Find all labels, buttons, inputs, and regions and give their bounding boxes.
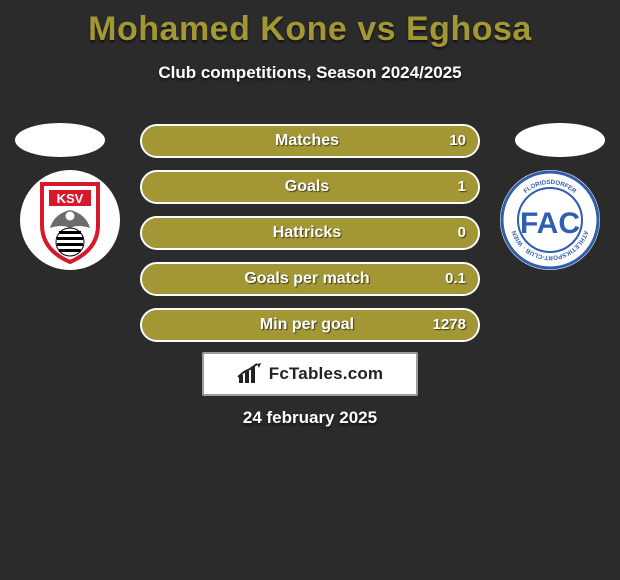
- page-title: Mohamed Kone vs Eghosa: [0, 0, 620, 49]
- page-root: Mohamed Kone vs Eghosa Club competitions…: [0, 0, 620, 580]
- stat-row-matches: Matches 10: [0, 118, 620, 164]
- stat-bar: Goals per match 0.1: [140, 262, 480, 296]
- stat-bar: Matches 10: [140, 124, 480, 158]
- stat-label: Min per goal: [142, 310, 478, 340]
- stat-right-value: 10: [449, 126, 466, 156]
- bar-chart-icon: [237, 363, 263, 385]
- page-subtitle: Club competitions, Season 2024/2025: [0, 63, 620, 83]
- date-label: 24 february 2025: [0, 408, 620, 428]
- stat-label: Goals per match: [142, 264, 478, 294]
- stat-right-value: 1: [458, 172, 466, 202]
- stat-row-mpg: Min per goal 1278: [0, 302, 620, 348]
- stat-right-value: 0: [458, 218, 466, 248]
- brand-box[interactable]: FcTables.com: [202, 352, 418, 396]
- stat-right-value: 0.1: [445, 264, 466, 294]
- stats-block: Matches 10 Goals 1 Hattricks 0 Goals per…: [0, 118, 620, 348]
- stat-row-hattricks: Hattricks 0: [0, 210, 620, 256]
- stat-row-gpm: Goals per match 0.1: [0, 256, 620, 302]
- stat-bar: Hattricks 0: [140, 216, 480, 250]
- stat-right-value: 1278: [433, 310, 466, 340]
- stat-bar: Goals 1: [140, 170, 480, 204]
- stat-row-goals: Goals 1: [0, 164, 620, 210]
- stat-label: Goals: [142, 172, 478, 202]
- stat-bar: Min per goal 1278: [140, 308, 480, 342]
- stat-label: Matches: [142, 126, 478, 156]
- stat-label: Hattricks: [142, 218, 478, 248]
- brand-text: FcTables.com: [269, 364, 384, 384]
